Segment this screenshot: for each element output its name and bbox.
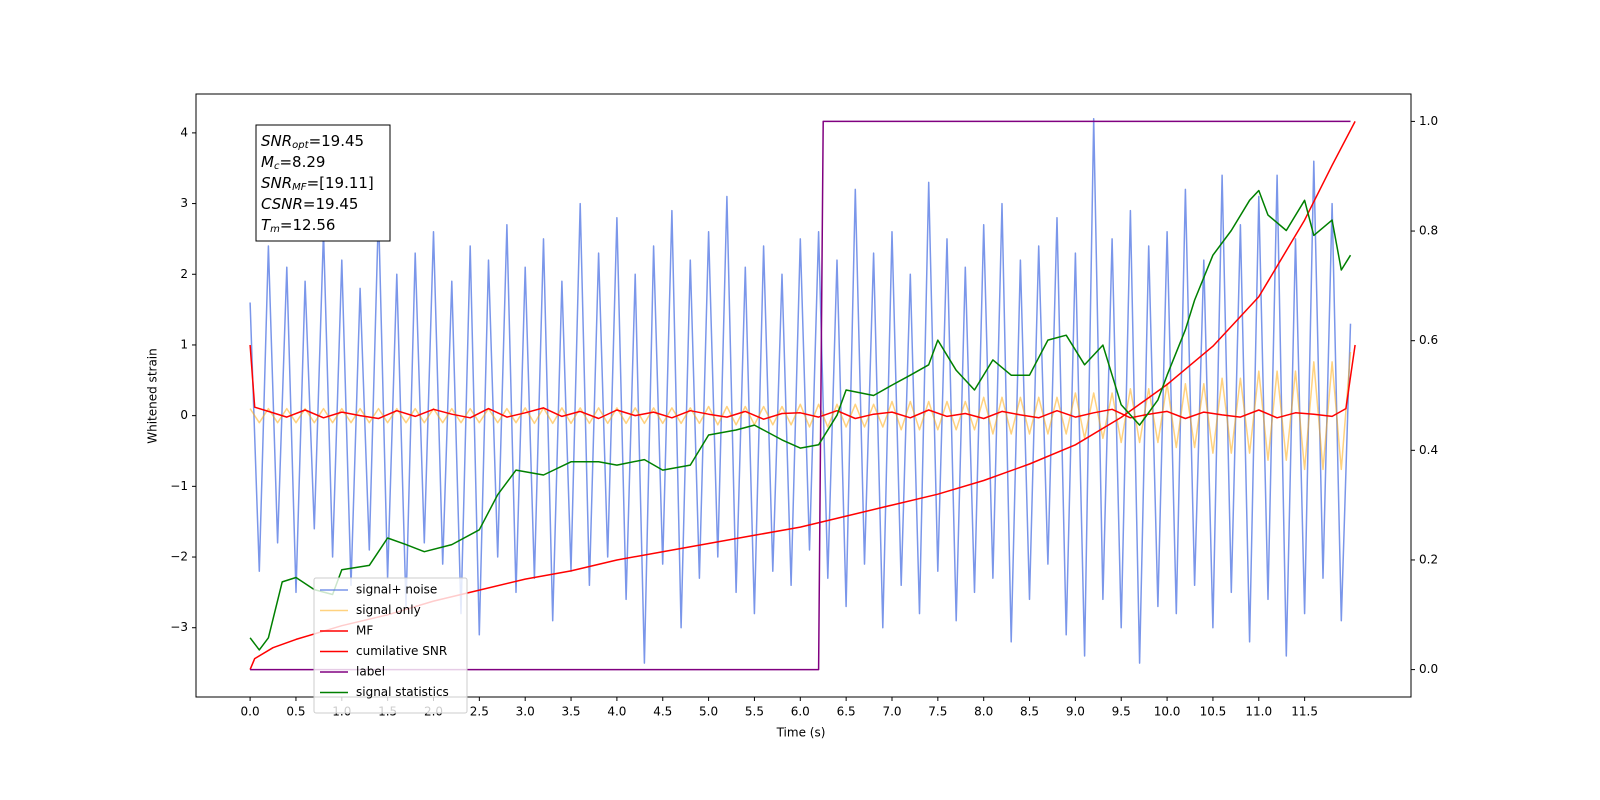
x-tick-label: 11.5 (1291, 705, 1318, 719)
y2-tick-label: 0.8 (1419, 224, 1438, 238)
annotation: Mc=8.29 (261, 153, 325, 173)
annotation-subscript: opt (292, 140, 309, 151)
y2-tick-label: 0.6 (1419, 333, 1438, 347)
y2-tick-label: 1.0 (1419, 114, 1438, 128)
annotation-symbol: SNR (261, 132, 292, 150)
x-tick-label: 5.5 (745, 705, 764, 719)
annotation-symbol: T (261, 216, 272, 234)
x-tick-label: 7.0 (882, 705, 901, 719)
plot-frame (195, 93, 1412, 698)
y-tick-label: 3 (180, 196, 188, 210)
y2-tick-label: 0.4 (1419, 443, 1438, 457)
annotation-subscript: m (270, 224, 280, 235)
legend-label: label (356, 665, 385, 679)
x-tick-label: 6.0 (791, 705, 810, 719)
y-tick-label: 2 (180, 267, 188, 281)
y-tick-label: −1 (170, 479, 188, 493)
annotation-text: =19.45 (309, 132, 365, 150)
y-tick-label: 1 (180, 337, 188, 351)
x-tick-label: 0.0 (241, 705, 260, 719)
annotation-subscript: c (274, 161, 280, 172)
x-axis-label: Time (s) (776, 726, 826, 740)
x-tick-label: 8.5 (1020, 705, 1039, 719)
annotation-text: =8.29 (279, 153, 325, 171)
y-tick-label: 4 (180, 125, 188, 139)
x-tick-label: 8.0 (974, 705, 993, 719)
legend-label: MF (356, 624, 373, 638)
series-line (249, 189, 1352, 651)
annotation: CSNR=19.45 (261, 195, 358, 213)
annotation: Tm=12.56 (261, 216, 335, 236)
x-tick-label: 2.5 (470, 705, 489, 719)
x-tick-label: 9.5 (1112, 705, 1131, 719)
annotation-text: =[19.11] (307, 174, 374, 192)
y2-tick-label: 0.2 (1419, 552, 1438, 566)
x-tick-label: 7.5 (928, 705, 947, 719)
legend-label: cumilative SNR (356, 644, 447, 658)
y-tick-label: −3 (170, 620, 188, 634)
x-tick-label: 9.0 (1066, 705, 1085, 719)
x-tick-label: 6.5 (837, 705, 856, 719)
x-tick-label: 4.5 (653, 705, 672, 719)
x-tick-label: 5.0 (699, 705, 718, 719)
annotation: SNRopt=19.45 (261, 132, 364, 152)
x-tick-label: 10.5 (1200, 705, 1227, 719)
annotation-subscript: MF (292, 182, 307, 193)
y-tick-label: −2 (170, 550, 188, 564)
legend-box (313, 577, 468, 714)
annotation-symbol: CSNR (261, 195, 303, 213)
legend-label: signal statistics (356, 685, 449, 699)
series-line (249, 344, 1356, 420)
x-tick-label: 4.0 (607, 705, 626, 719)
x-tick-label: 3.5 (561, 705, 580, 719)
legend-label: signal only (356, 603, 421, 617)
annotation-symbol: M (261, 153, 274, 171)
series-line (250, 120, 1351, 671)
annotation: SNRMF=[19.11] (261, 174, 374, 194)
y-tick-label: 0 (180, 408, 188, 422)
annotation-symbol: SNR (261, 174, 292, 192)
x-tick-label: 0.5 (286, 705, 305, 719)
x-tick-label: 10.0 (1154, 705, 1181, 719)
legend-label: signal+ noise (356, 583, 437, 597)
annotation-text: =12.56 (280, 216, 336, 234)
x-tick-label: 11.0 (1245, 705, 1272, 719)
series-line (249, 117, 1352, 664)
y-axis-label: Whitened strain (146, 348, 160, 444)
annotation-text: =19.45 (303, 195, 359, 213)
annotation-box (255, 124, 391, 242)
y2-tick-label: 0.0 (1419, 662, 1438, 676)
x-tick-label: 3.0 (516, 705, 535, 719)
